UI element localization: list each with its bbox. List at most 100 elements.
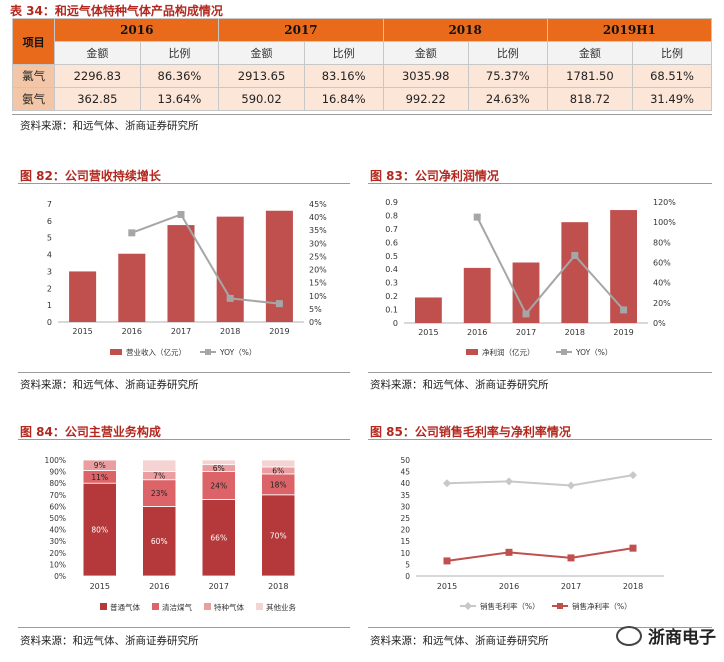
y-tick-label: 40% (49, 526, 66, 535)
y2-tick-label: 60% (653, 259, 671, 268)
y2-tick-label: 10% (309, 292, 327, 301)
divider (18, 627, 350, 628)
legend-swatch (110, 349, 122, 355)
y2-tick-label: 45% (309, 200, 327, 209)
y2-tick-label: 100% (653, 218, 676, 227)
table-title: 表 34：和远气体特种气体产品构成情况 (10, 4, 223, 18)
y-tick-label: 30% (49, 537, 66, 546)
amount-header: 金额 (382, 41, 469, 65)
legend-swatch (561, 349, 567, 355)
bar (167, 225, 195, 322)
table-cell: 83.16% (303, 64, 384, 88)
line-point (443, 557, 451, 565)
chart-title: 图 85：公司销售毛利率与净利率情况 (370, 425, 571, 439)
line-point (226, 294, 234, 302)
divider (368, 627, 712, 628)
source-note: 资料来源：和远气体、浙商证券研究所 (20, 379, 199, 391)
legend-swatch (557, 603, 563, 609)
bar (216, 216, 244, 322)
data-label: 18% (270, 480, 287, 489)
y-tick-label: 0% (54, 572, 66, 581)
x-tick-label: 2018 (565, 328, 585, 337)
bar-segment (201, 499, 236, 577)
legend-swatch (100, 603, 107, 610)
y-tick-label: 80% (49, 479, 66, 488)
y2-tick-label: 15% (309, 279, 327, 288)
y-tick-label: 20 (400, 526, 410, 535)
year-header: 2018 (382, 18, 548, 42)
table-cell: 818.72 (546, 87, 634, 111)
y-tick-label: 100% (45, 456, 66, 465)
bar (610, 210, 638, 323)
line-point (567, 481, 575, 490)
x-tick-label: 2015 (72, 327, 92, 336)
y-tick-label: 25 (400, 514, 410, 523)
year-header: 2016 (54, 18, 220, 42)
bar-segment (261, 459, 296, 468)
y-tick-label: 10 (400, 549, 410, 558)
table-row: 氨气 362.85 13.64% 590.02 16.84% 992.22 24… (11, 87, 712, 111)
legend-label: 销售净利率（%） (572, 601, 632, 611)
revenue-chart: 0 1 2 3 4 5 6 7 0% 5% 10% 15% 20% 25% 30% 35% 40% 45% 2015… (47, 200, 327, 357)
chart-title: 图 82：公司营收持续增长 (20, 169, 161, 183)
series-line (446, 474, 634, 487)
table-cell: 75.37% (467, 64, 548, 88)
legend-label: YOY（%） (575, 348, 612, 357)
wechat-icon (616, 625, 642, 646)
table-cell: 68.51% (632, 64, 712, 88)
divider (18, 439, 350, 440)
margin-chart: 0 5 10 15 20 25 30 35 40 45 50 2015 2016 2017 2018 销售毛利… (400, 456, 664, 611)
legend-label: 营业收入（亿元） (126, 347, 186, 357)
y2-tick-label: 40% (653, 279, 671, 288)
legend-swatch (464, 602, 472, 610)
y-tick-label: 40 (400, 479, 410, 488)
table-cell: 362.85 (54, 87, 141, 111)
line-point (571, 251, 579, 259)
project-header: 项目 (11, 18, 56, 65)
data-label: 7% (153, 472, 165, 481)
y-tick-label: 0.3 (385, 279, 398, 288)
y-tick-label: 1 (47, 301, 52, 310)
divider (12, 114, 712, 115)
legend-swatch (466, 349, 478, 355)
y2-tick-label: 25% (309, 252, 327, 261)
line-point (620, 306, 628, 314)
bar (118, 253, 146, 322)
x-tick-label: 2015 (418, 328, 438, 337)
legend-label: 清洁煤气 (162, 602, 192, 612)
y2-tick-label: 5% (309, 305, 322, 314)
line-point (443, 479, 451, 488)
amount-header: 金额 (218, 41, 305, 65)
x-tick-label: 2015 (90, 582, 110, 591)
x-tick-label: 2018 (268, 582, 288, 591)
y-tick-label: 60% (49, 502, 66, 511)
line-point (505, 477, 513, 486)
table-cell: 992.22 (382, 87, 469, 111)
table-row: 氯气 2296.83 86.36% 2913.65 83.16% 3035.98… (11, 64, 712, 88)
x-tick-label: 2016 (467, 328, 487, 337)
bar-segment (142, 479, 177, 507)
legend-swatch (204, 603, 211, 610)
y-tick-label: 6 (47, 217, 52, 226)
y-tick-label: 3 (47, 267, 52, 276)
x-tick-label: 2017 (171, 327, 191, 336)
y-tick-label: 10% (49, 560, 66, 569)
table-cell: 2913.65 (218, 64, 305, 88)
series-line (446, 547, 634, 562)
y-tick-label: 7 (47, 200, 52, 209)
y-tick-label: 0.9 (385, 198, 398, 207)
y-tick-label: 2 (47, 284, 52, 293)
table-cell: 86.36% (139, 64, 220, 88)
y-tick-label: 50% (49, 514, 66, 523)
y2-tick-label: 30% (309, 239, 327, 248)
business-mix-chart: 0% 10% 20% 30% 40% 50% 60% 70% 80% 90% 100% 80% 11% 9… (45, 456, 297, 612)
source-note: 资料来源：和远气体、浙商证券研究所 (20, 120, 199, 132)
x-tick-label: 2016 (149, 582, 169, 591)
table-cell: 1781.50 (546, 64, 634, 88)
x-tick-label: 2018 (220, 327, 240, 336)
x-tick-label: 2018 (623, 582, 643, 591)
chart-title: 图 83：公司净利润情况 (370, 169, 499, 183)
table-cell: 13.64% (139, 87, 220, 111)
divider (18, 183, 350, 184)
source-note: 资料来源：和远气体、浙商证券研究所 (370, 379, 549, 391)
